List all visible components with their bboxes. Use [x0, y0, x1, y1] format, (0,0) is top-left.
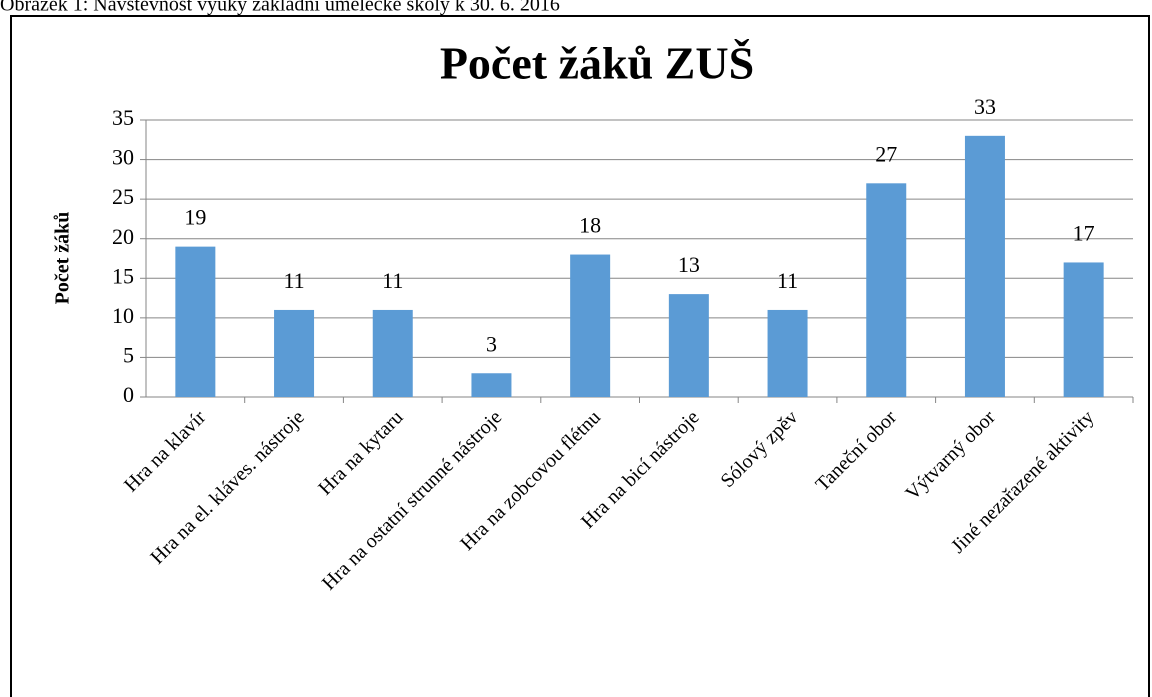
data-label: 17 [1073, 221, 1095, 246]
bar [570, 254, 611, 397]
bar [668, 294, 709, 397]
bar [471, 373, 512, 397]
y-tick-label: 20 [112, 224, 134, 249]
x-tick-label: Hra na ostatní strunné nástroje [318, 406, 506, 594]
data-label: 11 [777, 268, 798, 293]
data-label: 11 [283, 268, 304, 293]
x-tick-label: Hra na klavír [120, 406, 210, 496]
x-tick-label: Hra na kytaru [314, 406, 407, 499]
bar [372, 309, 413, 397]
data-label: 27 [875, 141, 897, 166]
y-tick-label: 15 [112, 263, 134, 288]
data-label: 33 [974, 94, 996, 119]
data-label: 11 [382, 268, 403, 293]
x-tick-label: Taneční obor [811, 406, 901, 496]
bar [175, 246, 216, 397]
data-label: 3 [486, 331, 497, 356]
y-tick-label: 10 [112, 303, 134, 328]
y-axis-label: Počet žáků [52, 212, 74, 305]
y-tick-label: 5 [123, 342, 134, 367]
chart-border [10, 15, 1150, 697]
bar [767, 309, 808, 397]
bar [1063, 262, 1104, 397]
y-tick-label: 35 [112, 105, 134, 130]
data-label: 18 [579, 213, 601, 238]
x-tick-label: Výtvarný obor [901, 406, 1000, 505]
caption: Obrázek 1: Návštěvnost výuky základní um… [0, 0, 560, 16]
y-tick-label: 25 [112, 184, 134, 209]
y-tick-label: 0 [123, 382, 134, 407]
data-label: 19 [184, 205, 206, 230]
x-tick-label: Sólový zpěv [716, 406, 802, 492]
bar [964, 135, 1005, 398]
bar [866, 183, 907, 397]
chart-title: Počet žáků ZUŠ [440, 38, 754, 89]
y-tick-label: 30 [112, 145, 134, 170]
data-label: 13 [678, 252, 700, 277]
bar [274, 309, 315, 397]
